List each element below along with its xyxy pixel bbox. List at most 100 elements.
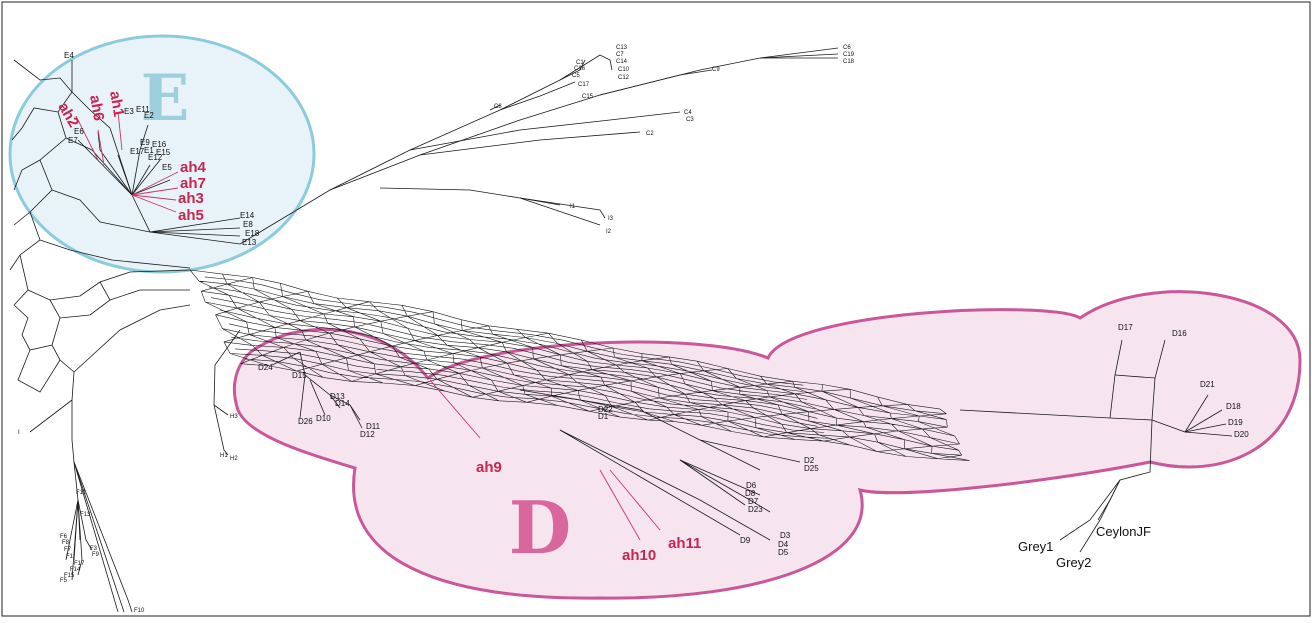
label-d5: D5 [778,548,789,557]
label-h1: H1 [220,453,228,459]
label-c16: C16 [574,66,586,72]
label-d25: D25 [804,464,819,473]
label-d4: D4 [778,540,789,549]
label-f10: F10 [134,608,145,614]
label-c17: C17 [578,82,590,88]
label-c9: C9 [712,67,720,73]
label-f14: F14 [70,567,81,573]
label-c5: C5 [572,73,580,79]
label-h3: H3 [230,414,238,420]
i-labels: I1 I3 I2 I [18,204,614,436]
e-labels: E4 E11 E2 E3 E6 E7 E9 E16 E1 E15 E17 E12… [64,51,260,247]
label-c13: C13 [616,45,628,51]
label-f8: F8 [62,540,70,546]
label-f6: F6 [60,534,68,540]
label-ah9: ah9 [476,459,502,476]
label-e17: E17 [130,147,145,156]
d-labels: D24 D15 D13 D14 D10 D26 D11 D12 D22 D1 D… [258,323,1249,557]
label-c15: C15 [582,94,594,100]
label-d8: D8 [745,489,756,498]
label-e12: E12 [148,153,163,162]
label-c2: C2 [646,131,654,137]
label-i: I [18,430,20,436]
label-grey2: Grey2 [1056,555,1091,570]
label-ah5: ah5 [178,207,204,224]
label-e14: E14 [240,211,255,220]
group-e-region [8,34,316,274]
label-e1: E1 [144,146,154,155]
tree-edges-d [271,351,801,541]
label-f9: F9 [92,552,100,558]
label-d17: D17 [1118,323,1133,332]
label-h2: H2 [230,456,238,462]
label-d3: D3 [780,531,791,540]
label-c19: C19 [843,52,855,58]
label-c18: C18 [843,59,855,65]
label-d20: D20 [1234,430,1249,439]
label-f5: F5 [60,578,68,584]
label-f3: F3 [90,546,98,552]
label-f7: F7 [64,547,72,553]
label-e11: E11 [136,105,150,114]
label-f15: F15 [64,573,75,579]
label-ah1: ah1 [106,90,127,118]
label-ah4: ah4 [180,159,207,176]
label-d6: D6 [746,481,757,490]
c-labels: C13 C7 C1 C16 C14 C10 C12 C5 C17 C15 C8 … [494,45,855,137]
label-grey1: Grey1 [1018,539,1053,554]
outgroup-labels: Grey1 Grey2 CeylonJF [1018,524,1151,570]
label-d15: D15 [292,371,307,380]
label-e9: E9 [140,138,150,147]
label-d13: D13 [330,392,345,401]
label-e3: E3 [124,107,134,116]
label-d2: D2 [804,456,815,465]
label-e16: E16 [152,140,167,149]
tree-edges-left [9,59,241,613]
label-d26: D26 [298,417,313,426]
label-d22: D22 [598,405,613,414]
group-d-letter: D [509,485,571,570]
tree-edges-right [959,339,1233,553]
label-d16: D16 [1172,329,1187,338]
label-c6: C6 [843,45,851,51]
label-c12: C12 [618,75,630,81]
label-c7: C7 [616,52,624,58]
label-d14: D14 [335,399,350,408]
label-d1: D1 [598,412,609,421]
label-d24: D24 [258,363,273,372]
reticulated-network [189,269,970,461]
label-d7: D7 [748,497,759,506]
label-i3: I3 [608,216,614,222]
label-e5: E5 [162,163,172,172]
group-d-region [233,290,1302,600]
label-d10: D10 [316,414,331,423]
label-ah3: ah3 [178,190,204,207]
f-labels: F11 F13 F6 F8 F7 F3 F9 F1 F17 F14 F15 F5… [60,490,145,614]
label-d21: D21 [1200,380,1215,389]
label-c8: C8 [494,104,502,110]
label-e6: E6 [74,127,84,136]
label-d23: D23 [748,505,763,514]
h-labels: H3 H1 H2 [220,414,238,462]
label-e18: E18 [245,229,260,238]
tree-edges-upper [239,47,839,245]
label-ah6: ah6 [86,94,107,122]
label-c14: C14 [616,59,628,65]
label-f13: F13 [80,512,91,518]
group-e-letter: E [141,61,190,136]
label-f1: F1 [66,554,74,560]
label-f17: F17 [74,561,85,567]
label-c10: C10 [618,67,630,73]
label-ah11: ah11 [668,535,701,552]
label-e7: E7 [68,136,78,145]
label-ceylonjf: CeylonJF [1096,524,1151,539]
label-c3: C3 [686,117,694,123]
network-lattice [189,269,970,461]
label-e8: E8 [243,220,253,229]
label-e2: E2 [144,111,154,120]
label-e13: E13 [242,238,257,247]
label-i1: I1 [570,204,576,210]
label-i2: I2 [606,229,612,235]
